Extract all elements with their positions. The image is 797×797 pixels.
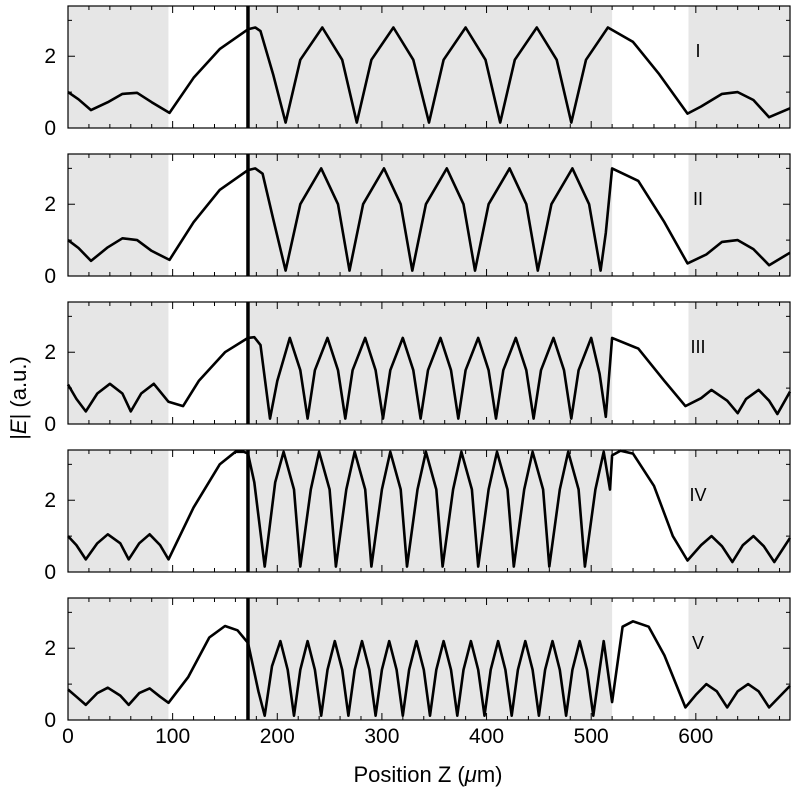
shaded-region-2-3 (688, 154, 790, 276)
panel-label-3: III (690, 337, 705, 357)
y-tick-label: 0 (44, 561, 56, 584)
series-line-3 (66, 335, 792, 420)
shaded-region-5-1 (68, 598, 169, 720)
y-tick-label: 0 (44, 117, 56, 140)
shaded-region-1-1 (68, 6, 169, 128)
panels: 0 2 I 0 2 II 0 2 III 0 2 IV 0 2 V 0 100 200 300 400 500 600 (44, 5, 792, 748)
panel-label-1: I (695, 41, 700, 61)
shaded-region-2-1 (68, 154, 169, 276)
x-tick-label: 400 (469, 725, 504, 748)
x-axis-title-mu: μ (464, 762, 477, 787)
shaded-region-2-2 (247, 154, 613, 276)
panel-frame-1 (67, 5, 791, 129)
y-axis-title-post: | (a.u.) (6, 356, 31, 419)
panel-5: 0 2 V (44, 597, 791, 732)
series-line-2 (67, 167, 791, 272)
panel-frame-5 (67, 597, 791, 721)
panel-label-2: II (693, 189, 703, 209)
shaded-region-1-2 (247, 6, 613, 128)
shaded-region-5-2 (247, 598, 613, 720)
panel-1: 0 2 I (44, 5, 791, 140)
shaded-region-4-3 (688, 450, 790, 572)
panel-4: 0 2 IV (44, 449, 792, 584)
x-axis-title-pre: Position Z ( (354, 762, 466, 787)
shaded-region-3-3 (688, 302, 790, 424)
x-axis-title-post: m) (477, 762, 503, 787)
y-tick-label: 2 (44, 341, 56, 364)
panel-frame-4 (67, 449, 791, 573)
y-tick-label: 0 (44, 265, 56, 288)
y-tick-label: 2 (44, 193, 56, 216)
y-axis-title-var: E (6, 419, 31, 434)
x-axis-title: Position Z (μm) (354, 762, 503, 787)
x-tick-label: 200 (260, 725, 295, 748)
shaded-region-3-1 (68, 302, 169, 424)
shaded-region-5-3 (688, 598, 790, 720)
y-axis-title: |E| (a.u.) (6, 356, 31, 440)
x-tick-label: 500 (574, 725, 609, 748)
shaded-region-1-3 (688, 6, 790, 128)
panel-label-4: IV (689, 485, 706, 505)
series-line-1 (67, 26, 791, 124)
shaded-region-4-1 (68, 450, 169, 572)
y-tick-label: 2 (44, 637, 56, 660)
y-tick-label: 0 (44, 709, 56, 732)
x-tick-label: 300 (364, 725, 399, 748)
series-line-5 (67, 620, 791, 717)
y-tick-label: 0 (44, 413, 56, 436)
x-tick-label: 600 (678, 725, 713, 748)
panel-frame-3 (67, 301, 791, 425)
panel-label-5: V (692, 633, 704, 653)
y-axis-title-pre: | (6, 434, 31, 440)
y-tick-label: 2 (44, 489, 56, 512)
y-tick-label: 2 (44, 45, 56, 68)
panel-2: 0 2 II (44, 153, 791, 288)
series-line-4 (67, 449, 792, 568)
panel-frame-2 (67, 153, 791, 277)
x-tick-label: 0 (62, 725, 74, 748)
panel-3: 0 2 III (44, 301, 792, 436)
x-tick-label: 100 (155, 725, 190, 748)
